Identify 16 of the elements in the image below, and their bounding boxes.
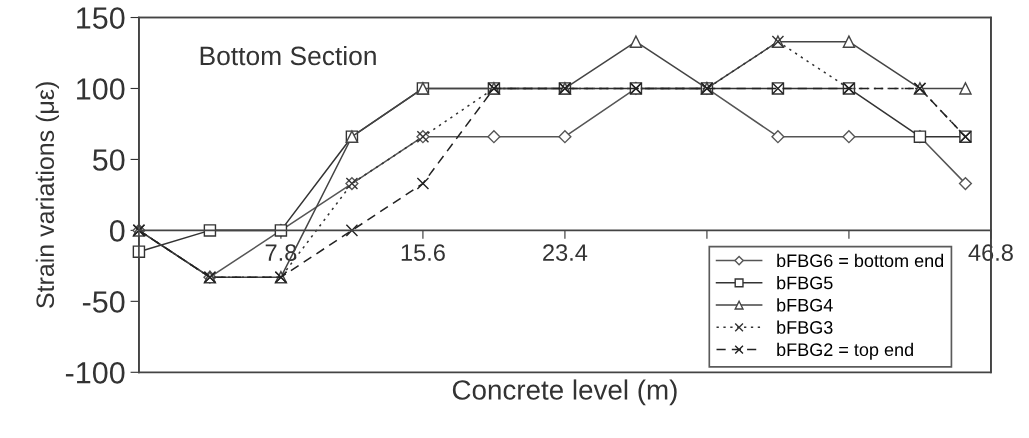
x-axis-title: Concrete level (m)	[452, 379, 677, 406]
y-tick-label: -50	[82, 291, 125, 313]
y-tick-label: 100	[77, 78, 125, 100]
y-tick-label: 150	[77, 7, 125, 29]
x-tick-label: 23.4	[543, 244, 588, 261]
y-tick-label: 0	[109, 220, 125, 242]
y-axis-title: Strain variations (με)	[35, 82, 59, 308]
legend-label: bFBG2 = top end	[777, 342, 913, 360]
annotation: Bottom Section	[200, 45, 376, 66]
y-tick-label: 50	[92, 149, 125, 171]
x-tick-label: 15.6	[401, 244, 445, 261]
y-tick-label: -100	[65, 362, 125, 384]
legend-label: bFBG4	[777, 298, 833, 312]
legend-label: bFBG5	[777, 276, 833, 290]
legend-label: bFBG6 = bottom end	[777, 253, 944, 268]
legend-label: bFBG3	[777, 320, 833, 334]
